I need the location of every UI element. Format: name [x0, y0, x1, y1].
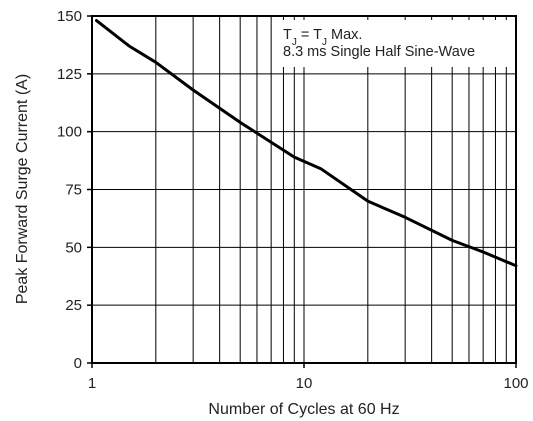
x-tick-labels: 1 10 100: [88, 363, 529, 392]
x-axis-label: Number of Cycles at 60 Hz: [208, 401, 399, 418]
y-tick-label: 75: [65, 182, 82, 199]
y-tick-label: 150: [57, 8, 82, 25]
x-tick-label: 100: [503, 375, 528, 392]
annotation-line-1: TJ = TJ Max.: [283, 27, 362, 48]
annotation-line-2: 8.3 ms Single Half Sine-Wave: [283, 44, 475, 60]
x-tick-label: 10: [296, 375, 313, 392]
x-tick-label: 1: [88, 375, 96, 392]
y-tick-label: 100: [57, 124, 82, 141]
surge-current-curve: [95, 19, 518, 268]
grid: [92, 16, 516, 363]
y-tick-label: 125: [57, 66, 82, 83]
y-axis-label: Peak Forward Surge Current (A): [14, 74, 31, 304]
y-tick-labels: 0 25 50 75 100 125 150: [57, 8, 92, 372]
y-tick-label: 50: [65, 239, 82, 256]
y-tick-label: 0: [74, 355, 82, 372]
annotation-box: [272, 20, 514, 67]
y-tick-label: 25: [65, 297, 82, 314]
